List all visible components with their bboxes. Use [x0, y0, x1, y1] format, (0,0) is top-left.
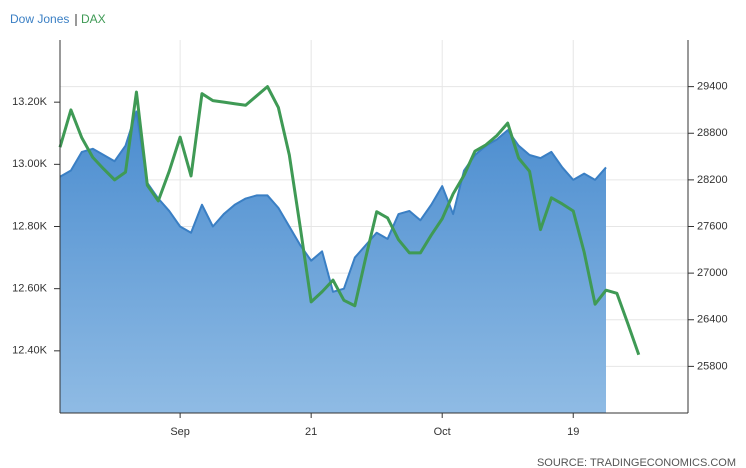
y2-tick-label: 27000	[697, 267, 728, 279]
y2-tick-label: 29400	[697, 81, 728, 93]
y2-tick-label: 26400	[697, 314, 728, 326]
y-tick-label: 12.80K	[12, 220, 48, 232]
legend-entry: DAX	[81, 12, 106, 26]
source: SOURCE: TRADINGECONOMICS.COM	[537, 457, 736, 468]
y-tick-label: 13.00K	[12, 158, 48, 170]
y2-tick-label: 28800	[697, 127, 728, 139]
y-tick-label: 13.20K	[12, 96, 48, 108]
y-tick-label: 12.40K	[12, 345, 48, 357]
legend: Dow Jones DAX	[10, 12, 106, 26]
line	[58, 85, 641, 356]
x-tick-label: 21	[305, 426, 317, 438]
area	[60, 111, 606, 413]
y-tick-label: 12.60K	[12, 283, 48, 295]
y2-tick-label: 28200	[697, 174, 728, 186]
x-tick-label: Oct	[434, 426, 451, 438]
x-tick-label: Sep	[170, 426, 190, 438]
y2-tick-label: 27600	[697, 220, 728, 232]
x-tick-label: 19	[567, 426, 579, 438]
y2-tick-label: 25800	[697, 360, 728, 372]
legend-entry: Dow Jones	[10, 12, 69, 26]
